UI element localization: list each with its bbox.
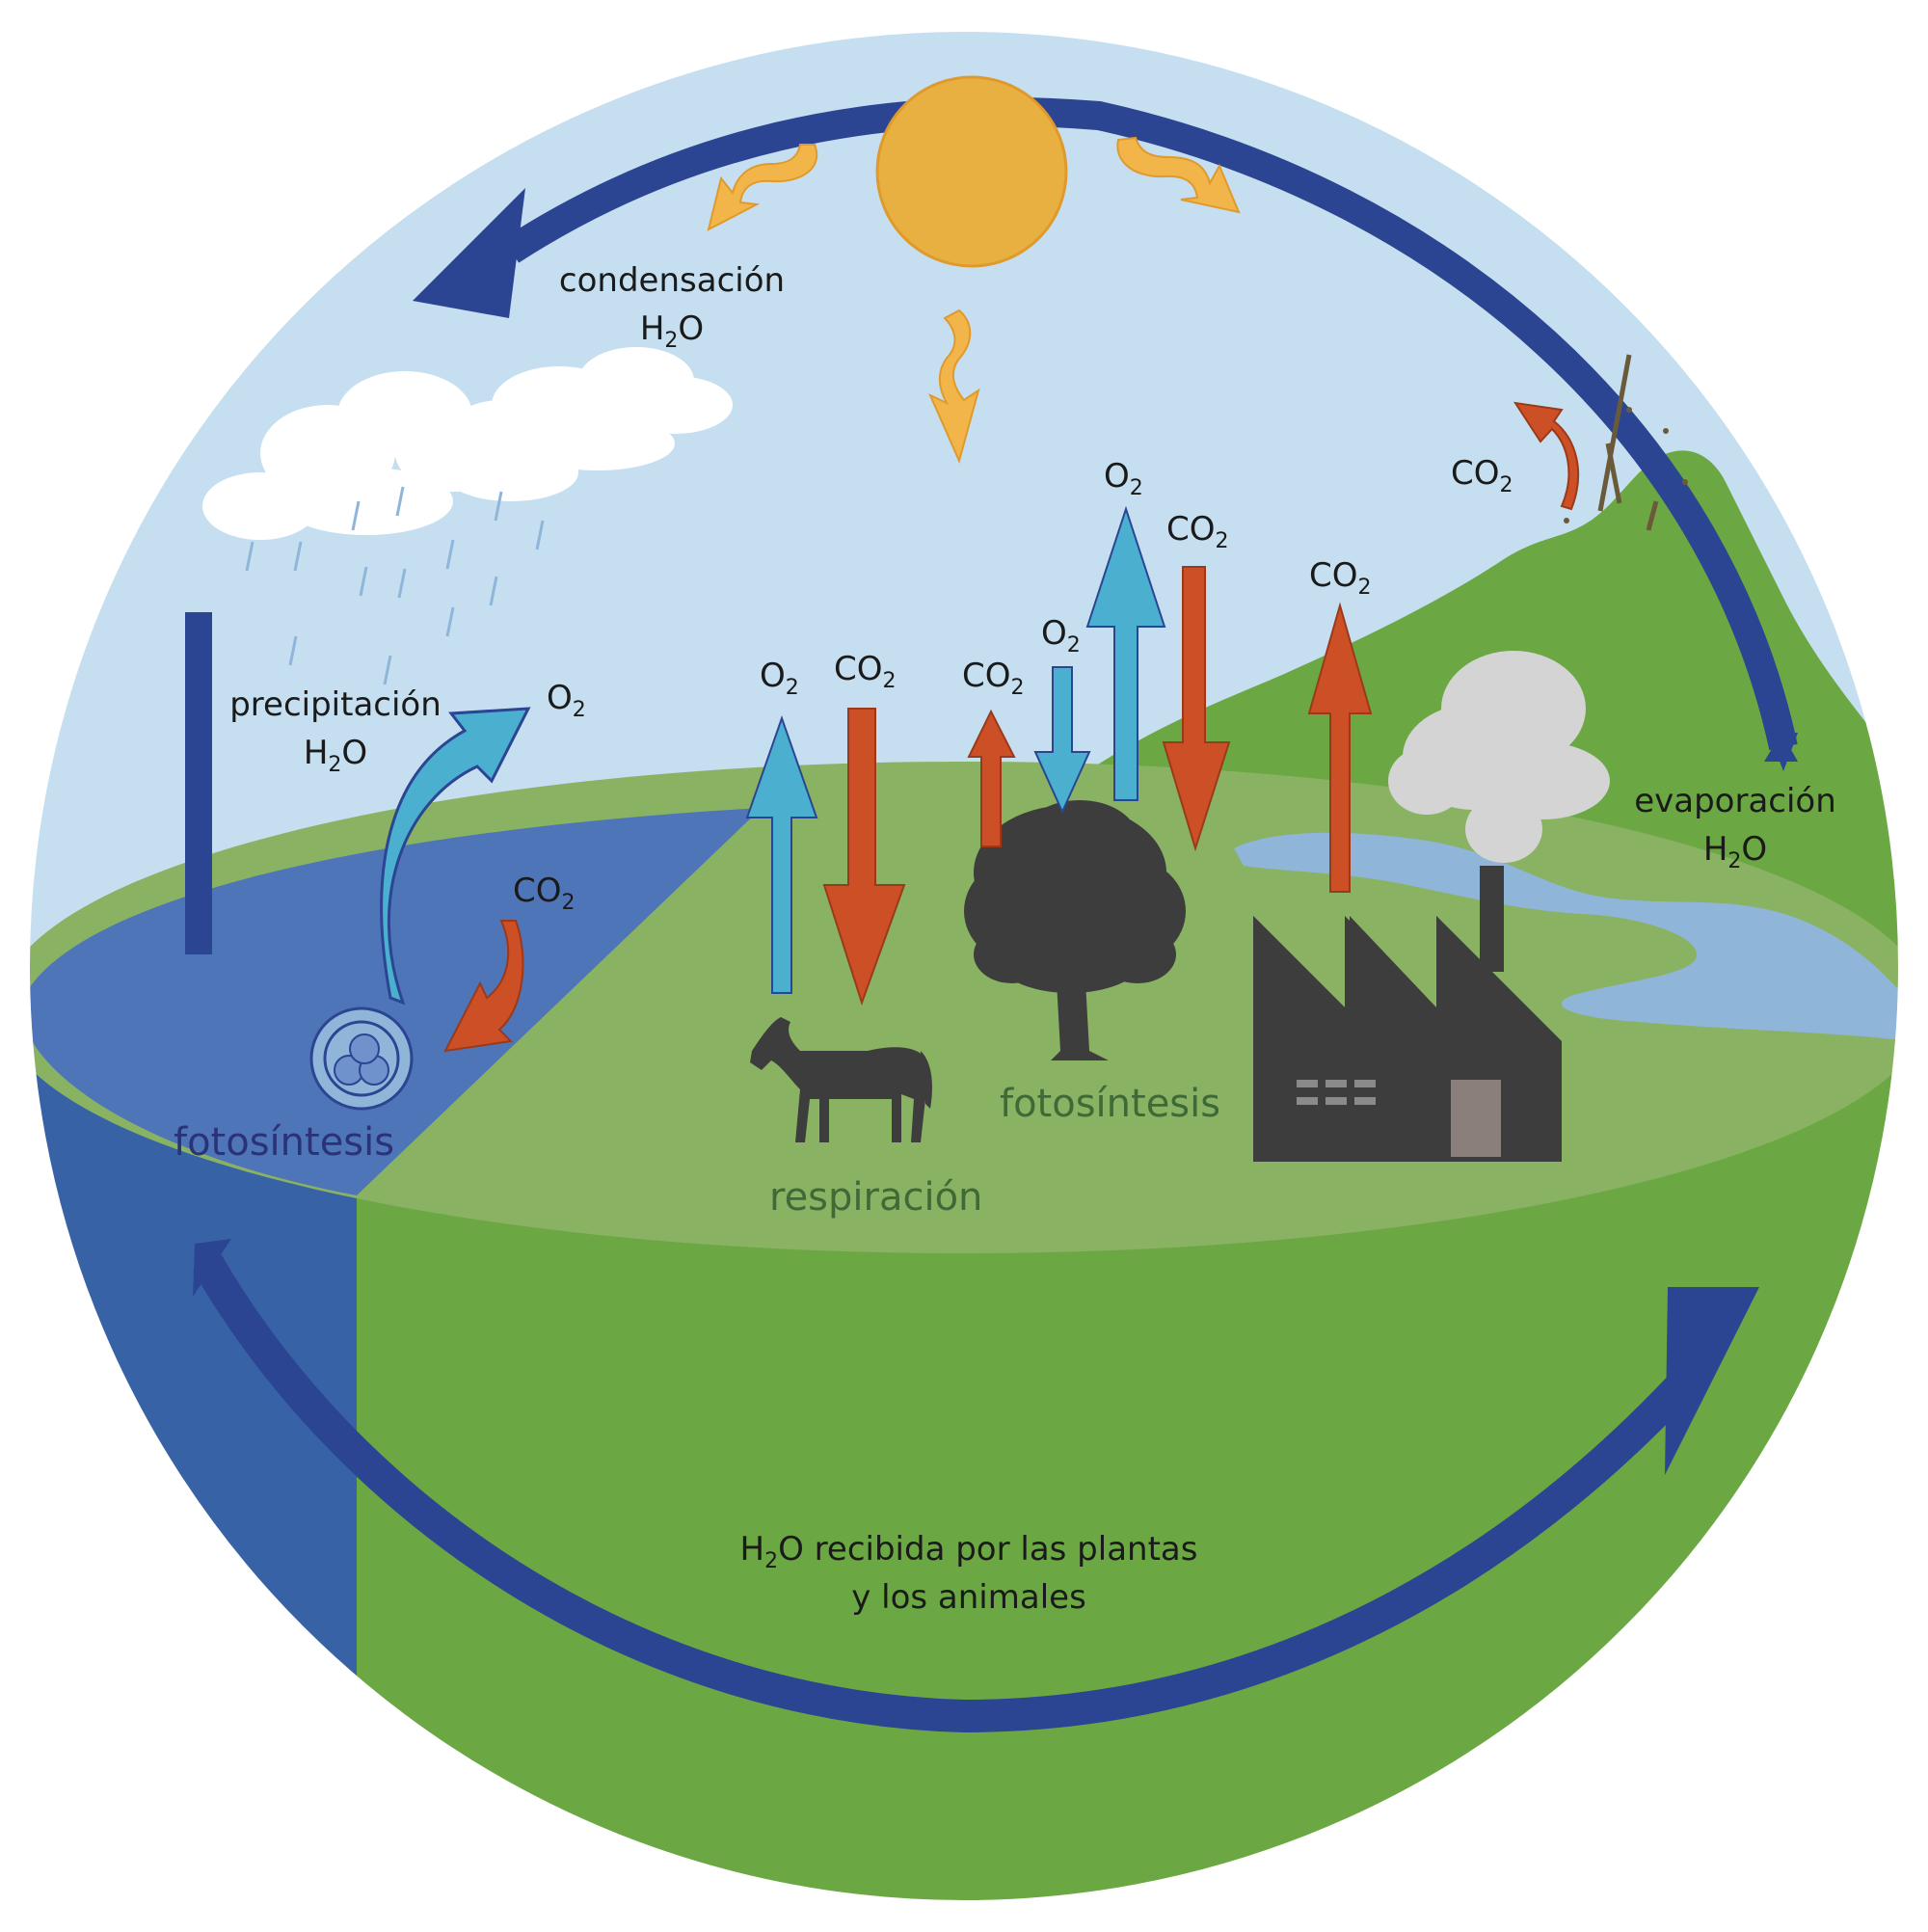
ocean-o2-arrow <box>380 707 531 1006</box>
sun-ray-down <box>928 309 980 464</box>
evaporation-label: evaporación <box>1634 782 1836 820</box>
respiration-label: respiración <box>769 1175 982 1220</box>
tree-co2-big-label: CO2 <box>1166 510 1229 553</box>
ocean-co2-label: CO2 <box>513 872 576 915</box>
cycle-arrow-bottom <box>193 1254 1709 1733</box>
cloud-icon <box>202 347 733 540</box>
sun-ray-left <box>707 144 818 231</box>
condensation-h2o: H2O <box>640 309 704 353</box>
tree-co2-big-arrow <box>1162 566 1231 852</box>
volcano-co2-label: CO2 <box>1451 454 1513 497</box>
cycle-arrow-top <box>502 96 1798 751</box>
precipitation-label: precipitación <box>229 685 442 724</box>
smoke-icon <box>1388 651 1610 863</box>
resp-o2-arrow <box>745 714 818 994</box>
plankton-icon <box>309 1006 414 1111</box>
factory-co2-label: CO2 <box>1309 556 1372 600</box>
bottom-label-line1: H2O recibida por las plantas <box>740 1530 1198 1573</box>
cycle-arrow-top-head <box>413 188 525 318</box>
precipitation-bar <box>185 612 212 954</box>
river <box>1234 832 1899 1041</box>
tree-o2-big-label: O2 <box>1104 457 1143 500</box>
ocean-co2-arrow <box>443 920 524 1053</box>
tree-co2-small-label: CO2 <box>962 657 1025 700</box>
condensation-label: condensación <box>559 261 785 300</box>
resp-co2-label: CO2 <box>834 650 897 693</box>
sun-ray-right <box>1116 136 1241 214</box>
cycle-arrow-bottom-head <box>1665 1287 1759 1475</box>
tree-o2-small-arrow <box>1033 666 1091 815</box>
volcano-co2-arrow <box>1513 401 1580 511</box>
tree-o2-big-arrow <box>1085 505 1166 801</box>
tree-icon <box>964 800 1186 1060</box>
ocean-o2-label: O2 <box>547 679 586 722</box>
horse-icon <box>750 1017 932 1142</box>
bottom-label-line2: y los animales <box>851 1578 1086 1617</box>
precipitation-h2o: H2O <box>304 734 367 777</box>
land-photosynthesis-label: fotosíntesis <box>1000 1082 1220 1126</box>
rain-icon <box>245 486 545 685</box>
evaporation-h2o: H2O <box>1703 830 1767 873</box>
ocean-photosynthesis-label: fotosíntesis <box>174 1120 394 1165</box>
resp-o2-label: O2 <box>760 657 799 700</box>
tree-co2-small-arrow <box>967 709 1016 847</box>
sun-icon <box>875 75 1068 268</box>
factory-door <box>1451 1080 1501 1157</box>
volcano-icon <box>1597 354 1659 531</box>
factory-co2-arrow <box>1307 602 1373 893</box>
resp-co2-arrow <box>822 708 906 1006</box>
tree-o2-small-label: O2 <box>1041 614 1081 657</box>
